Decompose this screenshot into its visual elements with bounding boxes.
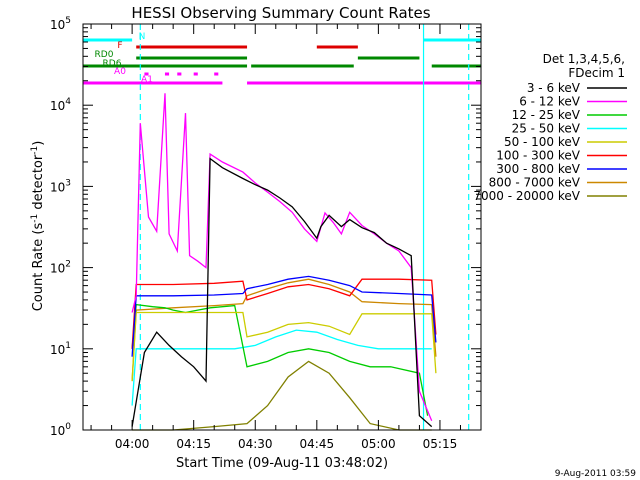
legend-entry-label: 7000 - 20000 keV [473,189,580,203]
series-line [131,329,432,406]
series-line [132,360,432,431]
y-axis: 100 101 102 103 104 105 [50,16,481,438]
legend-entry-label: 50 - 100 keV [504,135,581,149]
flag-bar-label: RD0 [95,50,114,60]
series-line [131,278,437,382]
series-line [131,275,437,357]
plot-frame [82,23,482,431]
footer-timestamp: 9-Aug-2011 03:59 [555,469,637,479]
y-axis-label: Count Rate (s-1 detector-1) [30,141,46,312]
series-line [131,311,437,382]
x-tick-label: 04:45 [300,437,335,451]
x-tick-label: 04:30 [238,437,273,451]
legend-header-line-2: FDecim 1 [568,66,625,80]
x-tick-label: 05:00 [361,437,396,451]
y-tick-label: 102 [50,260,71,276]
series-line [131,157,433,428]
series-line [131,93,433,421]
x-axis: 04:00 04:15 04:30 04:45 05:00 05:15 [90,24,482,451]
series-line [131,278,437,349]
legend-entry-label: 300 - 800 keV [496,162,580,176]
legend-entry-label: 6 - 12 keV [519,95,581,109]
series-line [131,303,429,416]
x-tick-label: 04:15 [176,437,211,451]
x-tick-label: 05:15 [423,437,458,451]
legend-header-line-1: Det 1,3,4,5,6, [543,52,625,66]
y-tick-label: 105 [50,16,71,32]
x-axis-label: Start Time (09-Aug-11 03:48:02) [176,456,388,471]
y-tick-label: 103 [50,178,71,194]
vertical-markers [139,24,470,430]
flag-bar-label: RD6 [103,59,122,69]
flag-bar-label: N [139,32,146,42]
flag-bar-label: A0 [114,67,126,77]
legend-entry-label: 25 - 50 keV [512,122,581,136]
chart-title: HESSI Observing Summary Count Rates [131,4,430,22]
y-tick-label: 100 [50,422,71,438]
x-tick-label: 04:00 [115,437,150,451]
y-tick-label: 104 [50,97,71,113]
legend-entry-label: 12 - 25 keV [512,108,581,122]
flag-bar-label: A1 [141,75,153,85]
flag-bar-label: F [117,41,122,51]
legend-entry-label: 800 - 7000 keV [489,176,581,190]
y-tick-label: 101 [50,341,71,357]
legend-entry-label: 3 - 6 keV [527,81,581,95]
plot-series [131,93,437,431]
legend-entry-label: 100 - 300 keV [496,149,580,163]
